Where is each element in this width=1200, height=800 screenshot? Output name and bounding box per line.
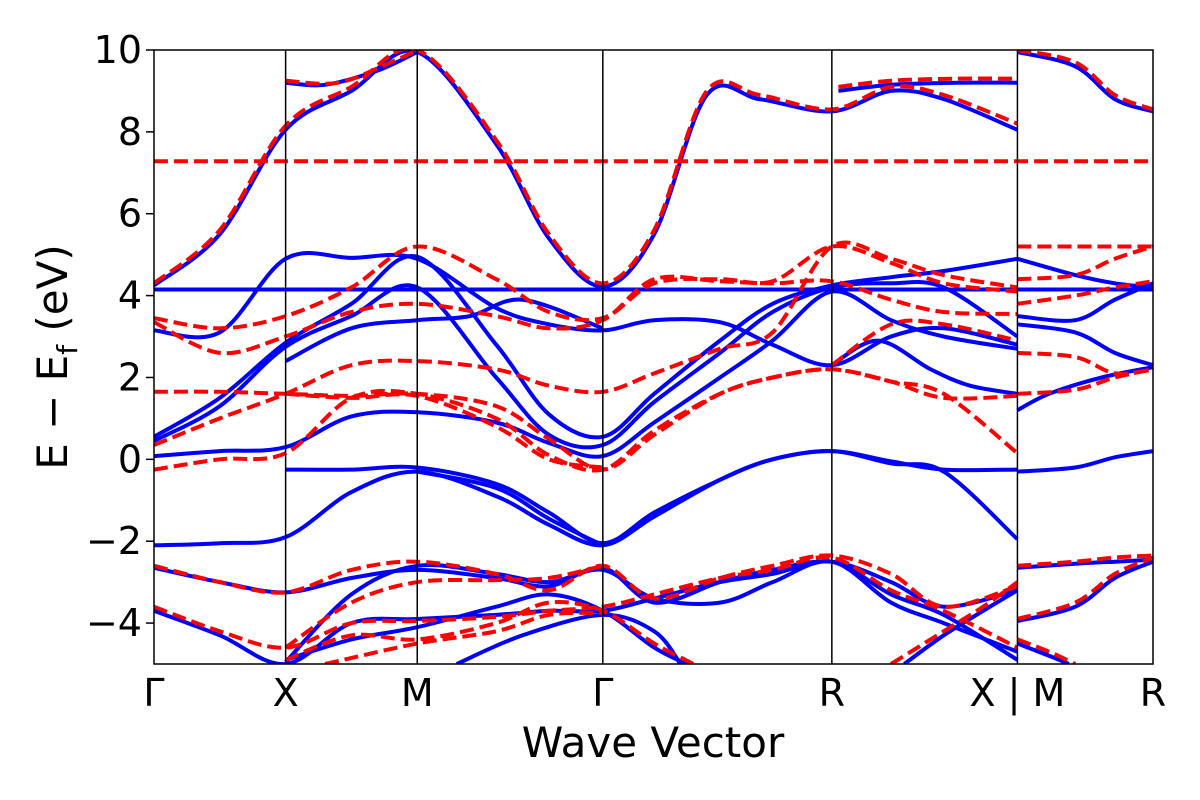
model-band-line-51	[1017, 553, 1153, 568]
model-band-line-50	[890, 580, 1019, 664]
dft-band-line-16	[1016, 256, 1153, 290]
x-tick-label-2: M	[401, 671, 434, 715]
dft-band-line-2	[154, 50, 1019, 289]
model-band-line-5	[285, 50, 419, 86]
dft-band-line-35	[1017, 449, 1153, 474]
model-band-line-49	[324, 610, 603, 664]
band-curves	[154, 50, 1153, 664]
model-band-line-28	[1017, 279, 1153, 306]
dft-band-line-14	[284, 297, 604, 363]
model-band-line-7	[838, 76, 1018, 89]
dft-band-line-15	[830, 338, 1018, 396]
dft-band-line-8	[1016, 50, 1153, 114]
model-band-line-25	[285, 391, 604, 470]
y-tick-label-6: 8	[118, 110, 142, 154]
y-tick-label-0: −4	[86, 601, 142, 645]
plot-frame	[153, 49, 1154, 665]
dft-band-line-6	[838, 80, 1018, 93]
model-band-line-47	[284, 563, 604, 650]
dft-band-line-43	[1016, 559, 1153, 623]
y-axis-ticks: −4 −2 0 2 4 6 8 10	[86, 28, 154, 645]
x-axis-label: Wave Vector	[522, 718, 785, 767]
dft-band-line-40	[455, 612, 683, 664]
model-band-line-26	[830, 318, 1018, 367]
y-tick-label-1: −2	[86, 519, 142, 563]
model-band-line-30	[1017, 367, 1153, 396]
dft-band-line-33	[285, 449, 1018, 546]
y-axis-label: E − Ef (eV)	[28, 244, 84, 470]
dft-band-line-39	[285, 592, 688, 664]
dft-band-line-19	[1016, 365, 1153, 412]
model-band-line-9	[1016, 50, 1153, 112]
high-symmetry-lines	[284, 50, 1019, 664]
dft-band-line-10	[154, 251, 1018, 368]
x-axis-ticks: Γ X M Γ R X | M R	[143, 671, 1166, 716]
model-band-line-3	[154, 50, 1019, 286]
model-band-line-48	[284, 600, 695, 664]
dft-band-line-17	[1017, 281, 1153, 323]
y-tick-label-2: 0	[118, 437, 142, 481]
y-tick-label-7: 10	[94, 28, 142, 72]
model-band-line-24	[154, 367, 1019, 473]
model-band-line-53	[1016, 637, 1077, 664]
dft-band-line-34	[416, 469, 604, 548]
model-band-line-31	[1017, 244, 1153, 282]
x-tick-label-0: Γ	[143, 671, 164, 715]
x-tick-label-6: R	[1140, 671, 1166, 715]
dft-band-line-44	[1016, 641, 1070, 664]
dft-band-line-11	[154, 253, 1018, 440]
x-tick-label-5: X | M	[970, 671, 1066, 716]
y-tick-label-4: 4	[118, 274, 142, 318]
model-band-line-52	[1016, 555, 1153, 621]
y-tick-label-5: 6	[118, 192, 142, 236]
x-tick-label-3: Γ	[592, 671, 613, 715]
x-tick-label-4: R	[819, 671, 845, 715]
dft-band-line-18	[1017, 322, 1153, 368]
x-tick-label-1: X	[273, 671, 299, 715]
dft-band-line-12	[154, 280, 1019, 450]
y-tick-label-3: 2	[118, 355, 142, 399]
